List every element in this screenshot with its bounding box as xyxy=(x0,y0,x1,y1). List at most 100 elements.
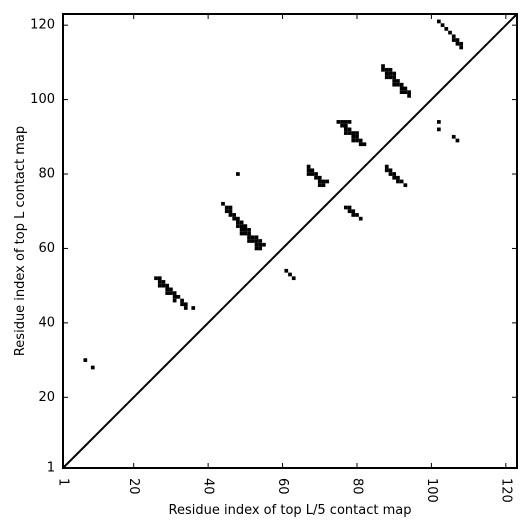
contact-point xyxy=(258,242,263,247)
contact-point xyxy=(343,120,348,124)
contact-point xyxy=(157,283,162,288)
contact-point xyxy=(362,142,367,147)
contact-point xyxy=(228,209,233,214)
contact-point xyxy=(451,38,456,42)
contact-point xyxy=(314,175,318,180)
contact-point xyxy=(392,175,397,180)
contact-point xyxy=(451,34,456,39)
contact-point xyxy=(165,283,170,288)
contact-point xyxy=(351,138,356,143)
contact-point xyxy=(436,120,441,124)
x-tick-label: 40 xyxy=(201,478,216,495)
y-tick-label: 60 xyxy=(38,241,55,256)
contact-point xyxy=(317,183,322,188)
contact-point xyxy=(444,27,449,31)
contact-point xyxy=(254,246,259,251)
contact-point xyxy=(183,302,188,307)
contact-point xyxy=(384,71,389,76)
contact-point xyxy=(306,172,311,176)
contact-point xyxy=(161,280,166,284)
contact-point xyxy=(310,168,315,173)
contact-point xyxy=(403,183,408,188)
contact-point xyxy=(325,179,330,184)
contact-point xyxy=(224,205,229,210)
contact-point xyxy=(396,175,400,180)
contact-point xyxy=(306,168,311,173)
y-tick-label: 120 xyxy=(30,18,55,33)
contact-point xyxy=(239,227,244,232)
contact-point xyxy=(343,205,348,210)
contact-point xyxy=(321,179,326,184)
contact-point xyxy=(381,67,385,72)
x-tick-label: 100 xyxy=(424,478,439,503)
contact-point xyxy=(250,239,255,243)
contact-point xyxy=(165,287,170,292)
contact-point xyxy=(340,123,344,128)
y-tick-label: 1 xyxy=(47,461,55,476)
contact-point xyxy=(347,205,352,210)
contact-points xyxy=(83,19,464,370)
x-axis-label: Residue index of top L/5 contact map xyxy=(169,503,412,518)
contact-point xyxy=(239,220,244,225)
contact-point xyxy=(358,138,363,143)
contact-point xyxy=(347,120,352,124)
contact-point xyxy=(388,168,393,173)
contact-point xyxy=(399,86,404,91)
contact-point xyxy=(172,291,177,295)
contact-point xyxy=(254,242,259,247)
contact-point xyxy=(224,209,229,214)
contact-point xyxy=(355,131,359,135)
contact-point xyxy=(355,213,359,217)
contact-point xyxy=(228,205,233,210)
contact-point xyxy=(388,75,393,80)
contact-point xyxy=(351,213,356,217)
contact-point xyxy=(157,276,162,281)
contact-point xyxy=(392,79,397,83)
contact-point xyxy=(343,131,348,135)
contact-point xyxy=(392,75,397,80)
contact-point xyxy=(340,120,344,124)
contact-point xyxy=(247,227,251,232)
contact-point xyxy=(183,306,188,310)
contact-point xyxy=(236,216,240,221)
contact-point xyxy=(355,134,359,139)
contact-point xyxy=(407,94,411,98)
contact-point xyxy=(247,231,251,236)
contact-point xyxy=(358,216,363,221)
contact-point xyxy=(440,23,445,28)
contact-point xyxy=(396,79,400,83)
contact-point xyxy=(165,291,170,295)
contact-point xyxy=(388,172,393,176)
contact-point xyxy=(154,276,158,281)
contact-point xyxy=(172,294,177,299)
contact-point xyxy=(254,235,259,240)
contact-point xyxy=(399,179,404,184)
y-tick-label: 40 xyxy=(38,315,55,330)
contact-point xyxy=(172,298,177,303)
contact-point xyxy=(176,294,181,299)
contact-point xyxy=(347,131,352,135)
contact-point xyxy=(396,179,400,184)
contact-point xyxy=(288,272,292,277)
contact-point xyxy=(291,276,296,281)
contact-point xyxy=(451,134,456,139)
x-tick-label: 120 xyxy=(498,478,513,503)
contact-point xyxy=(351,131,356,135)
contact-point xyxy=(243,231,248,236)
contact-point xyxy=(403,90,408,95)
contact-point xyxy=(384,75,389,80)
diagonal-line xyxy=(62,13,518,469)
contact-point xyxy=(388,71,393,76)
contact-point xyxy=(459,45,464,50)
contact-point xyxy=(392,82,397,87)
contact-point xyxy=(232,216,237,221)
contact-point xyxy=(258,246,263,251)
contact-point xyxy=(284,268,289,273)
contact-point xyxy=(169,291,173,295)
contact-point xyxy=(347,127,352,132)
contact-point xyxy=(221,201,225,206)
contact-point xyxy=(388,67,393,72)
contact-point xyxy=(403,86,408,91)
contact-point xyxy=(459,41,464,46)
